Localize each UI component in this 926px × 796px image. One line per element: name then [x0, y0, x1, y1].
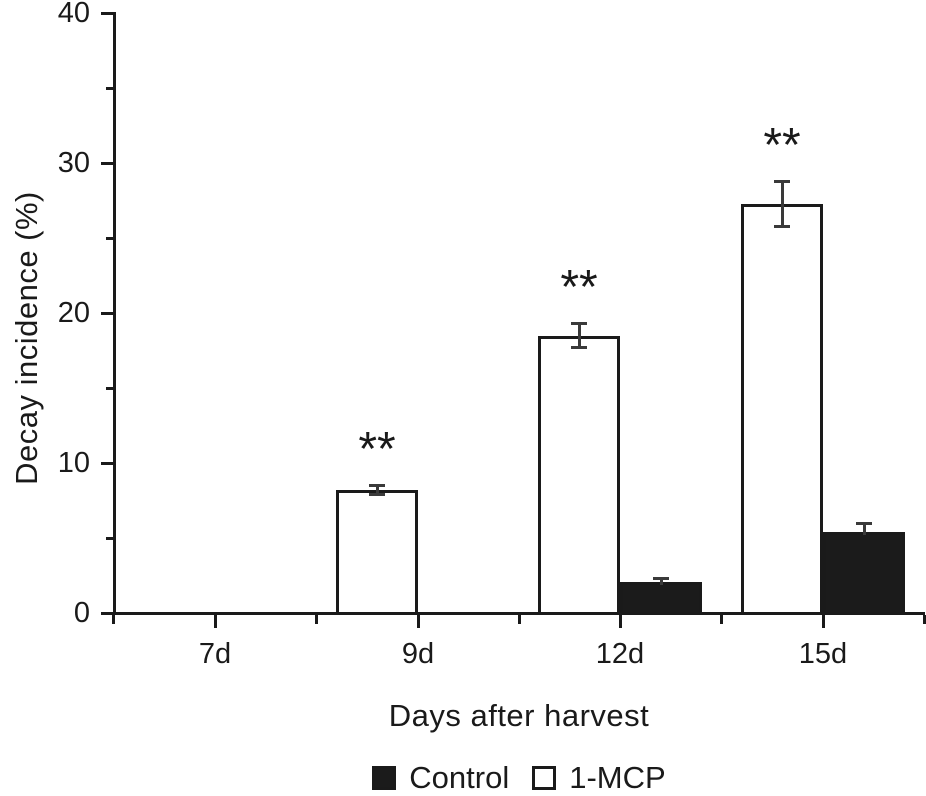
bar-1-mcp-12d [538, 335, 620, 615]
x-minor-tick [923, 615, 926, 624]
y-axis-title: Decay incidence (%) [9, 191, 44, 485]
legend-item-1mcp: 1-MCP [532, 760, 666, 796]
y-tick-label-10: 10 [57, 447, 90, 479]
y-major-tick [101, 161, 113, 165]
error-bar-line [780, 179, 784, 228]
y-major-tick [101, 461, 113, 465]
error-bar-line [659, 577, 663, 585]
error-bar-cap-top [571, 322, 587, 325]
y-tick-label-20: 20 [57, 297, 90, 329]
x-axis-line [113, 612, 925, 615]
y-tick-label-0: 0 [73, 597, 90, 629]
bar-1-mcp-15d [741, 203, 823, 615]
filled-square-icon [372, 766, 397, 790]
error-bar-cap-top [653, 577, 669, 580]
y-tick-label-30: 30 [57, 147, 90, 179]
y-tick-label-40: 40 [57, 0, 90, 29]
bar-control-12d [620, 581, 702, 615]
error-bar-cap-bottom [571, 346, 587, 349]
x-major-tick [821, 615, 825, 628]
significance-marker: ** [358, 423, 396, 476]
y-axis-line [113, 12, 116, 615]
x-tick-label-9d: 9d [401, 638, 435, 670]
chart-legend: Control 1-MCP [113, 760, 925, 796]
x-major-tick [213, 615, 217, 628]
open-square-icon [532, 766, 557, 790]
y-minor-tick [106, 86, 113, 90]
error-bar-cap-top [369, 484, 385, 487]
significance-marker: ** [763, 118, 801, 172]
x-major-tick [618, 615, 622, 628]
x-minor-tick [518, 615, 521, 624]
x-tick-label-7d: 7d [198, 638, 232, 670]
error-bar-line [862, 521, 866, 535]
y-major-tick [101, 11, 113, 15]
significance-marker: ** [560, 261, 598, 314]
y-minor-tick [106, 536, 113, 540]
x-minor-tick [315, 615, 318, 624]
x-axis-title: Days after harvest [388, 698, 650, 733]
x-tick-label-15d: 15d [798, 638, 848, 670]
x-major-tick [416, 615, 420, 628]
x-minor-tick [112, 615, 115, 624]
legend-label-control: Control [409, 760, 510, 795]
error-bar-cap-bottom [774, 224, 790, 228]
legend-item-control: Control [372, 760, 509, 796]
error-bar-line [577, 322, 581, 349]
y-minor-tick [106, 386, 113, 390]
error-bar-line [375, 484, 379, 496]
error-bar-cap-bottom [369, 493, 385, 496]
x-tick-label-12d: 12d [595, 638, 645, 670]
y-major-tick [101, 311, 113, 315]
bar-control-15d [823, 532, 905, 615]
y-minor-tick [106, 236, 113, 240]
error-bar-cap-top [856, 521, 872, 525]
x-minor-tick [720, 615, 723, 624]
bar-1-mcp-9d [336, 490, 418, 615]
error-bar-cap-top [774, 179, 790, 183]
legend-label-1mcp: 1-MCP [569, 760, 666, 795]
y-major-tick [101, 611, 113, 615]
